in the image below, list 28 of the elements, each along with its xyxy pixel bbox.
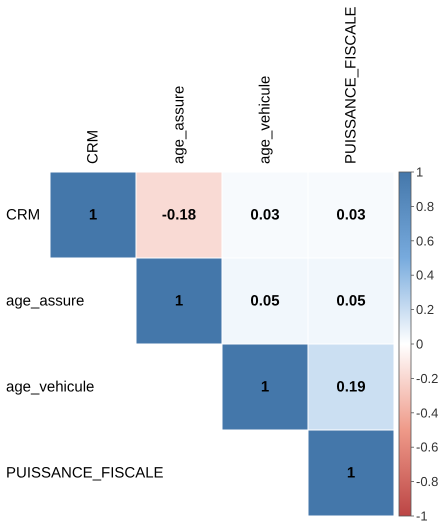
data-label: 1 <box>174 292 184 310</box>
color-bar-label: 0.4 <box>416 268 434 283</box>
color-bar-label: 0.6 <box>416 233 434 248</box>
data-label: 0.19 <box>336 378 366 396</box>
data-label: 0.03 <box>250 206 280 224</box>
data-label: 1 <box>260 378 270 396</box>
y-tick-label: CRM <box>6 206 40 224</box>
y-tick-label: PUISSANCE_FISCALE <box>6 464 164 482</box>
data-label: -0.18 <box>162 206 196 224</box>
color-bar-label: 0 <box>416 336 424 352</box>
x-tick-label: PUISSANCE_FISCALE <box>342 6 360 164</box>
color-bar-label: 1 <box>416 164 424 180</box>
y-tick-label: age_assure <box>6 292 84 310</box>
color-bar-label: -1 <box>416 508 428 524</box>
color-bar-label: 0.8 <box>416 198 434 214</box>
y-tick-label: age_vehicule <box>6 378 94 396</box>
color-bar-label: -0.8 <box>416 474 438 490</box>
x-tick-label: age_vehicule <box>256 76 274 164</box>
color-bar-label: -0.6 <box>416 440 438 455</box>
data-label: 0.05 <box>250 292 280 310</box>
data-label: 1 <box>346 464 356 482</box>
color-bar-label: 0.2 <box>416 302 434 318</box>
data-label: 0.03 <box>336 206 366 224</box>
x-tick-label: age_assure <box>170 86 188 164</box>
color-bar-label: -0.4 <box>416 405 438 420</box>
data-label: 1 <box>88 206 98 224</box>
data-label: 0.05 <box>336 292 366 310</box>
color-bar-label: -0.2 <box>416 370 438 386</box>
